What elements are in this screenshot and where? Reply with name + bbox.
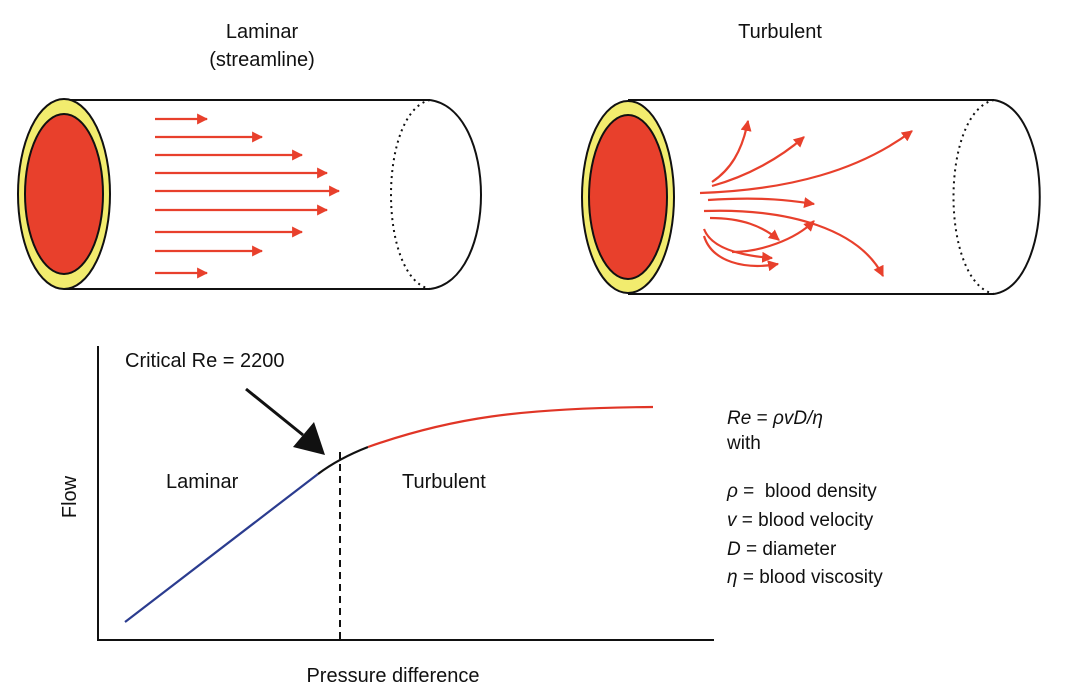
- turbulent-vessel: Turbulent: [581, 21, 1041, 295]
- legend-equals: =: [738, 567, 760, 588]
- formula-lhs: Re: [727, 408, 751, 429]
- legend-item-velocity: v = blood velocity: [727, 510, 874, 531]
- vessel-far-edge-hidden: [390, 99, 431, 290]
- flow-arrow: [709, 216, 780, 241]
- x-axis-label: Pressure difference: [306, 665, 479, 687]
- legend-text: blood density: [765, 481, 877, 502]
- laminar-flow-arrows: [155, 113, 341, 279]
- vessel-outline: [64, 99, 430, 290]
- y-axis-label: Flow: [59, 475, 81, 518]
- legend-text: blood viscosity: [759, 567, 883, 588]
- legend-text: diameter: [762, 539, 837, 560]
- turbulent-flow-arrows: [699, 119, 913, 277]
- turbulent-curve: [367, 405, 654, 449]
- formula-eq: =: [751, 408, 773, 429]
- flow-arrow: [703, 209, 884, 277]
- flow-arrow: [702, 235, 780, 272]
- arrow-head: [293, 422, 325, 455]
- flow-arrow: [702, 228, 774, 263]
- laminar-title-line1: Laminar: [226, 21, 299, 43]
- symbol-d: D: [727, 539, 741, 560]
- vessel-lumen: [24, 113, 104, 275]
- critical-re-label: Critical Re = 2200: [125, 350, 285, 372]
- flow-arrow: [711, 136, 805, 188]
- flow-arrow: [699, 130, 913, 195]
- flow-pressure-graph: Critical Re = 2200 Laminar Turbulent Flo…: [59, 346, 714, 687]
- laminar-curve: [124, 473, 319, 623]
- legend-item-density: ρ = blood density: [726, 481, 877, 502]
- legend-equals: =: [741, 539, 763, 560]
- legend-equals: =: [738, 481, 765, 502]
- flow-arrow: [731, 220, 815, 254]
- legend-equals: =: [737, 510, 759, 531]
- laminar-title-line2: (streamline): [209, 49, 315, 71]
- symbol-eta: η: [727, 567, 738, 588]
- vessel-far-edge: [993, 99, 1041, 295]
- transition-curve: [317, 445, 369, 475]
- turbulent-title: Turbulent: [738, 21, 822, 43]
- symbol-v: v: [727, 510, 738, 531]
- arrow-shaft: [245, 387, 304, 437]
- legend-text: blood velocity: [758, 510, 874, 531]
- with-label: with: [726, 433, 761, 454]
- reynolds-formula: Re = ρvD/η: [727, 408, 823, 429]
- flow-arrow: [711, 119, 752, 183]
- laminar-vessel: Laminar (streamline): [17, 21, 482, 290]
- reynolds-legend: Re = ρvD/η with ρ = blood density v = bl…: [726, 408, 883, 588]
- turbulent-region-label: Turbulent: [402, 471, 486, 493]
- vessel-far-edge: [429, 99, 482, 290]
- formula-rhs: ρvD/η: [772, 408, 823, 429]
- critical-pointer-arrow: [245, 387, 325, 455]
- legend-item-diameter: D = diameter: [727, 539, 837, 560]
- vessel-outline: [628, 99, 994, 295]
- symbol-rho: ρ: [726, 481, 738, 502]
- graph-axes: [97, 346, 714, 641]
- legend-item-viscosity: η = blood viscosity: [727, 567, 883, 588]
- vessel-lumen: [588, 114, 668, 280]
- flow-arrow: [707, 197, 816, 209]
- laminar-region-label: Laminar: [166, 471, 239, 493]
- vessel-far-edge-hidden: [952, 99, 995, 295]
